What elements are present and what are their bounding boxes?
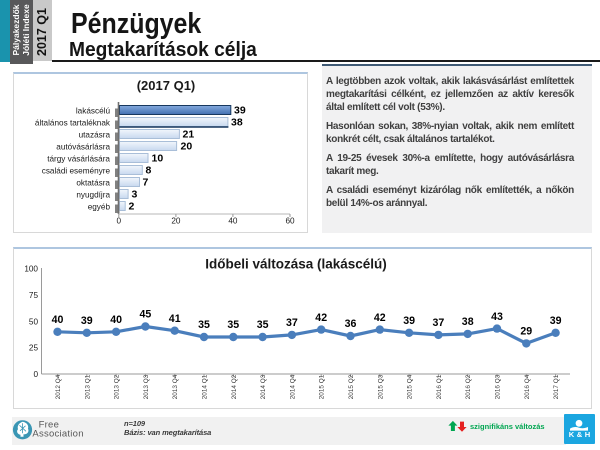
- svg-text:40: 40: [52, 314, 64, 326]
- svg-text:39: 39: [403, 315, 415, 327]
- svg-text:100: 100: [24, 265, 38, 274]
- svg-text:10: 10: [152, 153, 164, 165]
- svg-text:2014 Q3: 2014 Q3: [260, 374, 267, 399]
- svg-text:2017 Q1: 2017 Q1: [553, 374, 560, 399]
- svg-text:2014 Q1: 2014 Q1: [202, 374, 209, 399]
- svg-text:37: 37: [433, 317, 445, 329]
- svg-text:39: 39: [234, 105, 246, 117]
- svg-text:41: 41: [169, 313, 181, 325]
- svg-text:29: 29: [520, 326, 532, 338]
- svg-text:3: 3: [132, 189, 138, 201]
- svg-text:39: 39: [550, 315, 562, 327]
- svg-text:2016 Q2: 2016 Q2: [465, 374, 472, 399]
- svg-text:2016 Q1: 2016 Q1: [436, 374, 443, 399]
- svg-text:tárgy vásárlására: tárgy vásárlására: [47, 155, 110, 164]
- svg-text:36: 36: [345, 318, 357, 330]
- svg-text:0: 0: [117, 217, 122, 226]
- svg-text:(2017 Q1): (2017 Q1): [137, 78, 196, 93]
- svg-text:42: 42: [315, 312, 327, 324]
- svg-text:60: 60: [285, 217, 295, 226]
- svg-text:43: 43: [491, 311, 503, 323]
- svg-text:autóvásárlásra: autóvásárlásra: [56, 143, 110, 152]
- svg-text:40: 40: [110, 314, 122, 326]
- svg-text:2016 Q3: 2016 Q3: [495, 374, 502, 399]
- svg-text:Free: Free: [39, 420, 60, 431]
- svg-text:38: 38: [462, 316, 474, 328]
- svg-text:oktatásra: oktatásra: [76, 179, 110, 188]
- svg-text:35: 35: [227, 319, 239, 331]
- svg-text:2013 Q4: 2013 Q4: [172, 374, 179, 399]
- svg-text:35: 35: [198, 319, 210, 331]
- svg-text:7: 7: [143, 177, 149, 189]
- svg-text:lakáscélú: lakáscélú: [76, 107, 111, 116]
- svg-text:2013 Q1: 2013 Q1: [84, 374, 91, 399]
- svg-text:38: 38: [231, 117, 243, 129]
- svg-text:25: 25: [29, 344, 39, 353]
- svg-text:2015 Q3: 2015 Q3: [377, 374, 384, 399]
- svg-text:8: 8: [146, 165, 152, 177]
- svg-text:21: 21: [183, 129, 195, 141]
- svg-text:nyugdíjra: nyugdíjra: [76, 191, 110, 200]
- svg-text:egyéb: egyéb: [88, 203, 111, 212]
- svg-text:2013 Q2: 2013 Q2: [114, 374, 121, 399]
- svg-text:2015 Q2: 2015 Q2: [348, 374, 355, 399]
- svg-text:0: 0: [33, 370, 38, 379]
- svg-text:Association: Association: [32, 428, 83, 439]
- svg-text:általános tartaléknak: általános tartaléknak: [35, 119, 111, 128]
- svg-text:40: 40: [228, 217, 238, 226]
- svg-text:2014 Q4: 2014 Q4: [289, 374, 296, 399]
- svg-text:2015 Q4: 2015 Q4: [407, 374, 414, 399]
- svg-text:42: 42: [374, 312, 386, 324]
- svg-text:20: 20: [181, 141, 193, 153]
- svg-text:2016 Q4: 2016 Q4: [524, 374, 531, 399]
- svg-text:37: 37: [286, 317, 298, 329]
- svg-text:2: 2: [129, 201, 135, 213]
- svg-text:K&H: K&H: [569, 430, 591, 439]
- svg-text:utazásra: utazásra: [79, 131, 111, 140]
- svg-text:35: 35: [257, 319, 269, 331]
- svg-text:45: 45: [140, 309, 152, 321]
- svg-text:2015 Q1: 2015 Q1: [319, 374, 326, 399]
- svg-text:családi eseményre: családi eseményre: [42, 167, 111, 176]
- svg-text:20: 20: [171, 217, 181, 226]
- svg-text:2013 Q3: 2013 Q3: [143, 374, 150, 399]
- svg-text:39: 39: [81, 315, 93, 327]
- svg-text:2012 Q4: 2012 Q4: [55, 374, 62, 399]
- svg-text:2014 Q2: 2014 Q2: [231, 374, 238, 399]
- svg-text:75: 75: [29, 291, 39, 300]
- svg-text:Időbeli változása (lakáscélú): Időbeli változása (lakáscélú): [205, 257, 387, 272]
- svg-text:50: 50: [29, 317, 39, 326]
